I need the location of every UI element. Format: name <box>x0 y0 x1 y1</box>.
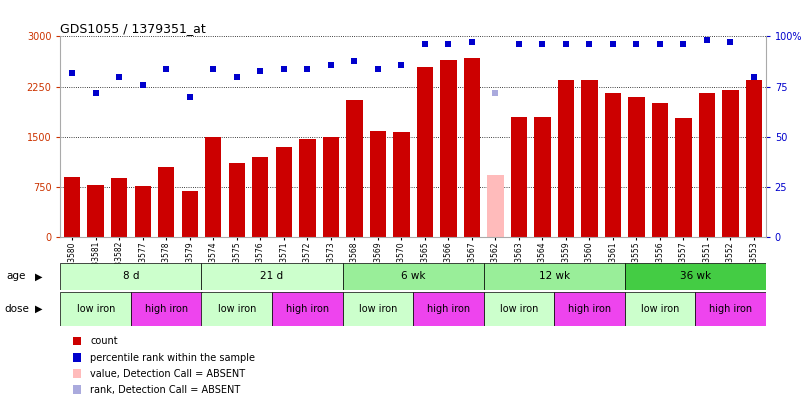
Bar <box>625 292 695 326</box>
Bar <box>652 103 668 237</box>
Bar <box>322 137 339 237</box>
Text: high iron: high iron <box>426 304 470 314</box>
Bar <box>272 292 343 326</box>
Bar <box>181 192 198 237</box>
Text: 8 d: 8 d <box>123 271 139 281</box>
Text: ▶: ▶ <box>35 271 42 281</box>
Bar <box>675 118 692 237</box>
Text: rank, Detection Call = ABSENT: rank, Detection Call = ABSENT <box>90 385 240 395</box>
Text: low iron: low iron <box>359 304 397 314</box>
Bar <box>604 93 621 237</box>
Text: low iron: low iron <box>77 304 115 314</box>
Bar <box>511 117 527 237</box>
Bar <box>413 292 484 326</box>
Bar <box>370 131 386 237</box>
Bar <box>581 80 597 237</box>
Text: high iron: high iron <box>567 304 611 314</box>
Text: low iron: low iron <box>641 304 679 314</box>
Bar <box>205 137 222 237</box>
Bar <box>252 157 268 237</box>
Bar <box>534 117 550 237</box>
Bar <box>487 175 504 237</box>
Text: high iron: high iron <box>144 304 188 314</box>
Bar <box>111 178 127 237</box>
Text: GDS1055 / 1379351_at: GDS1055 / 1379351_at <box>60 22 206 35</box>
Bar <box>343 263 484 290</box>
Text: count: count <box>90 337 118 346</box>
Bar <box>64 177 81 237</box>
Bar <box>695 292 766 326</box>
Bar <box>343 292 413 326</box>
Bar <box>158 167 174 237</box>
Bar <box>554 292 625 326</box>
Text: dose: dose <box>4 304 29 314</box>
Text: 21 d: 21 d <box>260 271 284 281</box>
Bar <box>484 292 554 326</box>
Bar <box>60 292 131 326</box>
Bar <box>440 60 456 237</box>
Text: 6 wk: 6 wk <box>401 271 426 281</box>
Text: age: age <box>6 271 26 281</box>
Bar <box>346 100 363 237</box>
Text: ▶: ▶ <box>35 304 42 314</box>
Bar <box>628 97 645 237</box>
Bar <box>699 93 715 237</box>
Bar <box>625 263 766 290</box>
Text: 36 wk: 36 wk <box>679 271 711 281</box>
Text: low iron: low iron <box>218 304 256 314</box>
Bar <box>463 58 480 237</box>
Text: 12 wk: 12 wk <box>538 271 570 281</box>
Text: value, Detection Call = ABSENT: value, Detection Call = ABSENT <box>90 369 245 379</box>
Bar <box>135 186 151 237</box>
Bar <box>276 147 292 237</box>
Text: percentile rank within the sample: percentile rank within the sample <box>90 353 256 362</box>
Bar <box>202 263 343 290</box>
Bar <box>131 292 202 326</box>
Bar <box>393 132 409 237</box>
Bar <box>299 139 315 237</box>
Bar <box>746 80 762 237</box>
Bar <box>229 164 245 237</box>
Text: high iron: high iron <box>285 304 329 314</box>
Bar <box>202 292 272 326</box>
Text: high iron: high iron <box>708 304 752 314</box>
Bar <box>88 185 104 237</box>
Bar <box>60 263 201 290</box>
Bar <box>484 263 625 290</box>
Text: low iron: low iron <box>500 304 538 314</box>
Bar <box>417 66 433 237</box>
Bar <box>558 80 574 237</box>
Bar <box>722 90 738 237</box>
